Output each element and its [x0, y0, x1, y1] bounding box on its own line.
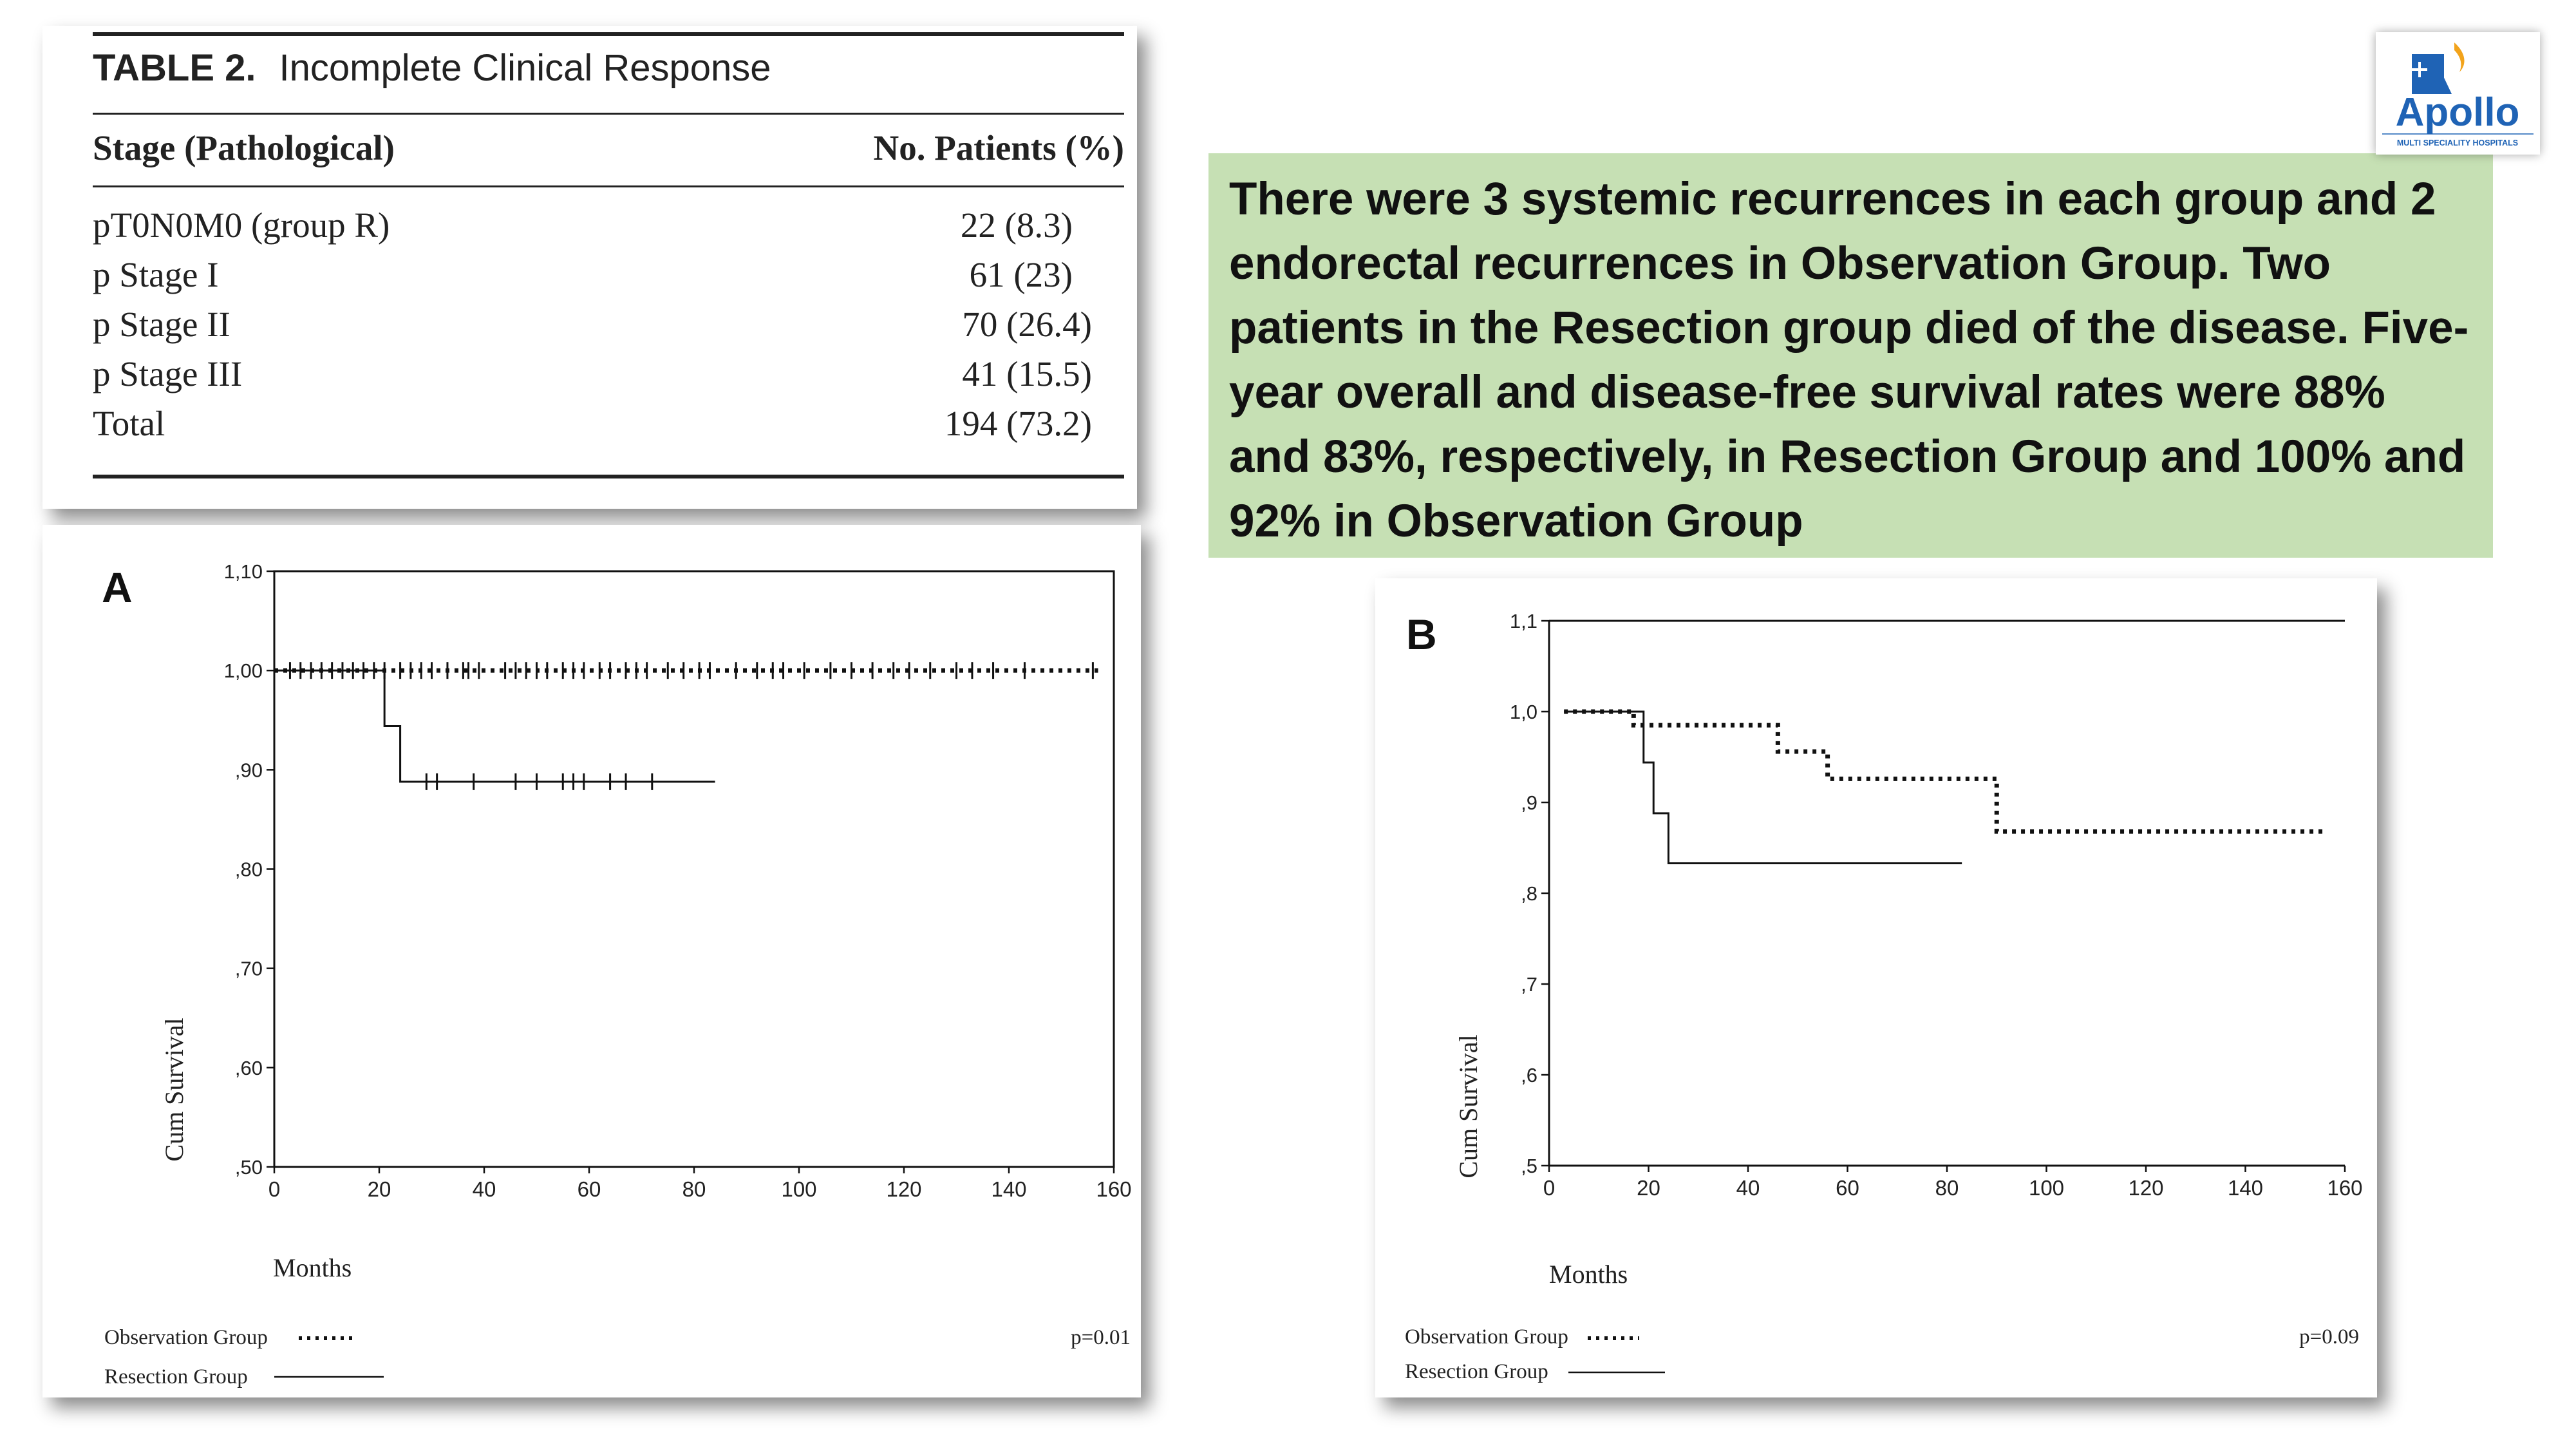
summary-callout: There were 3 systemic recurrences in eac… — [1208, 153, 2493, 558]
x-tick-label: 120 — [886, 1177, 921, 1201]
flame-icon — [2454, 43, 2465, 72]
resection-group-series — [1564, 710, 1962, 864]
table-bottom-rule — [93, 475, 1124, 478]
x-tick-label: 140 — [2228, 1176, 2263, 1200]
table-cell-stage: p Stage I — [93, 255, 219, 294]
y-tick-label: ,70 — [235, 958, 263, 980]
table-panel: TABLE 2. Incomplete Clinical Response Sta… — [42, 26, 1137, 509]
table-cell-patients: 194 (73.2) — [944, 404, 1092, 443]
y-axis-label: Cum Survival — [160, 1018, 189, 1161]
panel-label: A — [102, 564, 133, 611]
x-tick-label: 100 — [781, 1177, 816, 1201]
x-tick-label: 120 — [2128, 1176, 2163, 1200]
x-tick-label: 80 — [1935, 1176, 1959, 1200]
x-tick-label: 40 — [1736, 1176, 1760, 1200]
legend-resection-label: Resection Group — [104, 1365, 248, 1388]
resection-group-series — [274, 669, 715, 783]
table-title-text: Incomplete Clinical Response — [279, 47, 771, 89]
figure-icon — [2429, 70, 2452, 94]
x-tick-label: 20 — [1637, 1176, 1660, 1200]
chart-a-panel: A 1,10 1,00 ,90 ,80 ,70 ,60 ,50 0 20 40 60 80 100 12… — [42, 525, 1141, 1397]
x-tick-label: 160 — [1096, 1177, 1131, 1201]
medical-cross-icon — [2412, 62, 2427, 77]
table-cell-patients: 70 (26.4) — [962, 305, 1092, 344]
table-cell-stage: p Stage III — [93, 354, 243, 393]
survival-chart-b: B 1,1 1,0 ,9 ,8 ,7 ,6 ,5 0 20 40 60 80 100 120 140 160… — [1405, 610, 2363, 1383]
y-tick-label: 1,10 — [224, 560, 263, 583]
table-cell-patients: 41 (15.5) — [962, 354, 1092, 393]
x-tick-label: 80 — [682, 1177, 706, 1201]
panel-label: B — [1406, 611, 1437, 658]
table-rule — [93, 113, 1124, 115]
x-tick-label: 60 — [1836, 1176, 1859, 1200]
table-title: TABLE 2. Incomplete Clinical Response — [93, 46, 771, 90]
y-tick-label: 1,1 — [1510, 610, 1537, 632]
x-axis-label: Months — [273, 1253, 352, 1282]
table-rule — [93, 185, 1124, 187]
y-tick-label: 1,00 — [224, 659, 263, 682]
y-tick-label: ,80 — [235, 858, 263, 881]
y-tick-label: ,90 — [235, 759, 263, 781]
legend-observation-label: Observation Group — [104, 1326, 268, 1349]
apollo-logo: Apollo MULTI SPECIALITY HOSPITALS — [2376, 32, 2540, 155]
y-tick-label: ,50 — [235, 1156, 263, 1179]
table-cell-patients: 22 (8.3) — [960, 205, 1073, 245]
table-title-lead: TABLE 2. — [93, 47, 256, 89]
logo-name: Apollo — [2396, 90, 2520, 135]
table-header-patients: No. Patients (%) — [873, 128, 1124, 167]
p-value: p=0.01 — [1071, 1326, 1131, 1349]
x-tick-label: 140 — [991, 1177, 1026, 1201]
survival-chart-a: A 1,10 1,00 ,90 ,80 ,70 ,60 ,50 0 20 40 60 80 100 12… — [102, 560, 1132, 1388]
x-tick-label: 160 — [2327, 1176, 2362, 1200]
y-tick-label: ,9 — [1521, 791, 1537, 814]
plot-frame — [273, 570, 1115, 1168]
x-tick-label: 40 — [473, 1177, 496, 1201]
x-axis-label: Months — [1549, 1260, 1628, 1289]
p-value: p=0.09 — [2299, 1325, 2359, 1349]
y-tick-label: ,7 — [1521, 973, 1537, 996]
y-axis-label: Cum Survival — [1454, 1034, 1483, 1178]
apollo-logo-mark: Apollo MULTI SPECIALITY HOSPITALS — [2382, 43, 2534, 147]
logo-tagline: MULTI SPECIALITY HOSPITALS — [2397, 138, 2518, 147]
y-tick-label: ,8 — [1521, 882, 1537, 905]
summary-text: There were 3 systemic recurrences in eac… — [1229, 174, 2469, 547]
x-tick-label: 0 — [1543, 1176, 1555, 1200]
y-tick-label: ,5 — [1521, 1155, 1537, 1177]
x-tick-label: 100 — [2029, 1176, 2064, 1200]
y-tick-label: ,6 — [1521, 1064, 1537, 1086]
y-tick-label: 1,0 — [1510, 701, 1537, 723]
y-tick-label: ,60 — [235, 1057, 263, 1079]
table-cell-patients: 61 (23) — [969, 255, 1073, 294]
table-top-rule — [93, 32, 1124, 36]
legend-resection-label: Resection Group — [1405, 1360, 1548, 1383]
x-tick-label: 0 — [268, 1177, 280, 1201]
table-cell-stage: p Stage II — [93, 305, 230, 344]
x-tick-label: 60 — [578, 1177, 601, 1201]
observation-group-series — [1564, 709, 2326, 834]
x-tick-label: 20 — [368, 1177, 391, 1201]
legend-observation-label: Observation Group — [1405, 1325, 1568, 1349]
chart-b-panel: B 1,1 1,0 ,9 ,8 ,7 ,6 ,5 0 20 40 60 80 100 120 140 160… — [1375, 578, 2377, 1397]
table-header-stage: Stage (Pathological) — [93, 128, 395, 167]
table-cell-stage: pT0N0M0 (group R) — [93, 205, 390, 245]
table-cell-stage: Total — [93, 404, 165, 443]
